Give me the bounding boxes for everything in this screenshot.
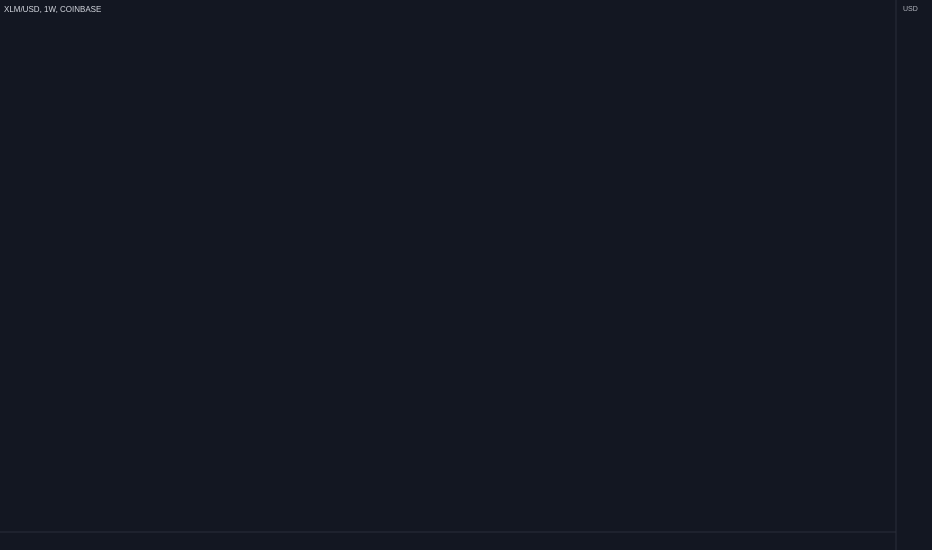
y-axis-label: USD: [903, 6, 918, 13]
chart-title: XLM/USD, 1W, COINBASE: [4, 5, 101, 14]
